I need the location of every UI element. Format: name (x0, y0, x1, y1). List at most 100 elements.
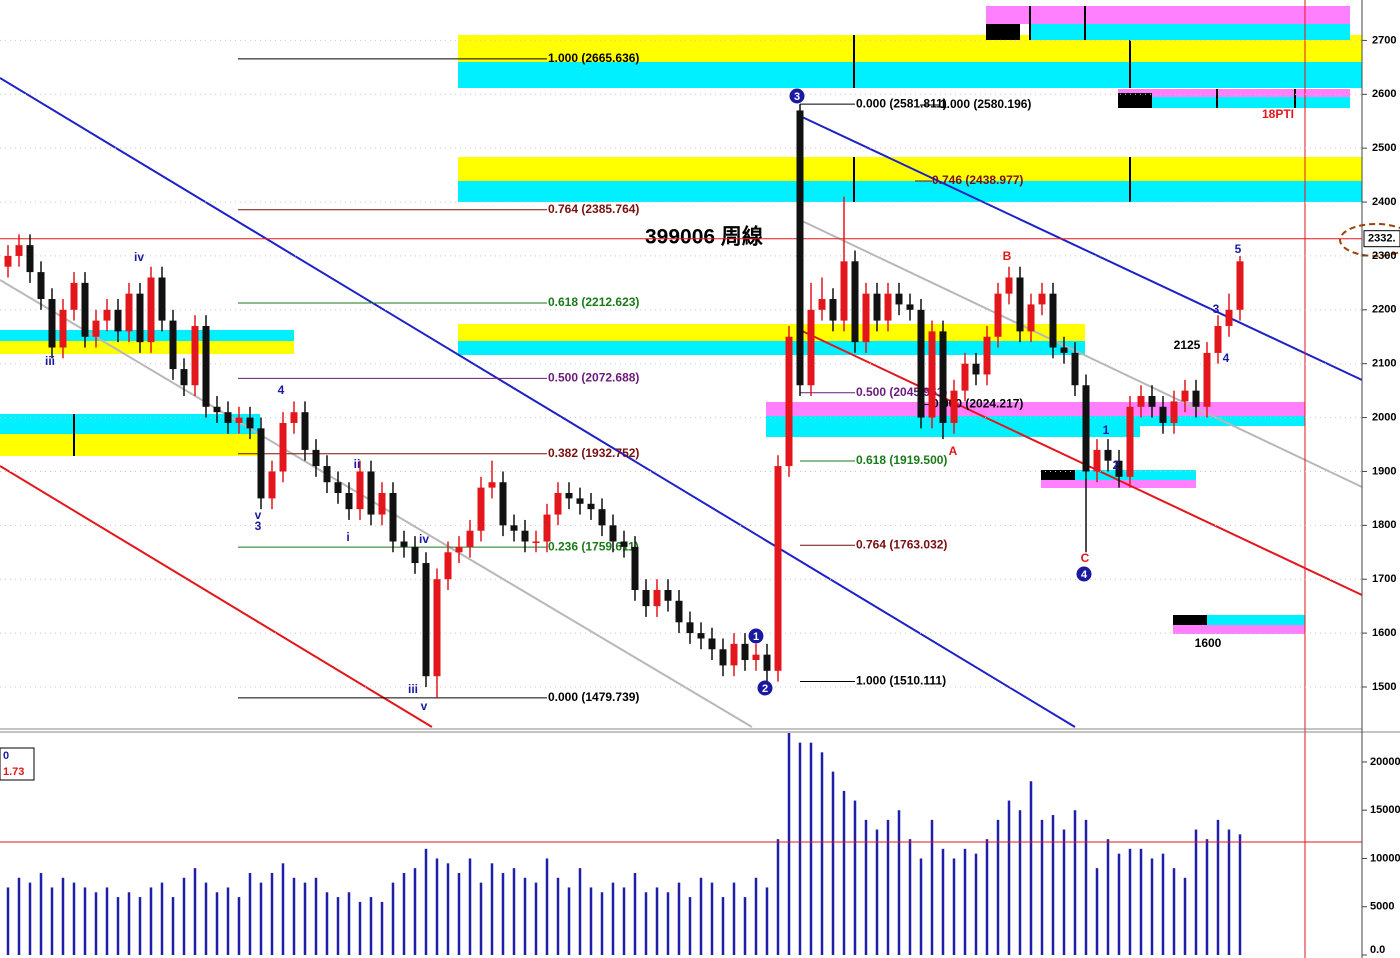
volume-bar (28, 882, 32, 955)
volume-bar (292, 877, 296, 955)
volume-bar (490, 863, 494, 955)
candle-body (191, 325, 199, 386)
candle-body (1225, 309, 1233, 326)
volume-bar (314, 877, 318, 955)
zone (458, 324, 1085, 341)
candle-body (862, 293, 870, 343)
volume-bar (237, 897, 241, 955)
volume-bar (303, 882, 307, 955)
candle-body (48, 299, 56, 348)
volume-bar (347, 892, 351, 955)
volume-bar (765, 887, 769, 955)
volume-bar (1227, 829, 1231, 955)
candle-body (928, 331, 936, 418)
volume-bar (974, 853, 978, 955)
volume-bar (1106, 839, 1110, 955)
volume-bar (864, 819, 868, 955)
candle-body (554, 493, 562, 515)
volume-bar (1062, 829, 1066, 955)
volume-bar (633, 872, 637, 955)
price-highlight (1339, 223, 1400, 257)
y-tick-label: 2100 (1372, 358, 1396, 370)
candle-body (1005, 277, 1013, 294)
volume-bar (677, 882, 681, 955)
volume-bar (270, 872, 274, 955)
wave-circle-label: 4 (1081, 569, 1088, 581)
wave-label: 4 (1223, 351, 1230, 365)
candle-body (422, 563, 430, 677)
fib-label: 0.500 (2072.688) (548, 371, 639, 385)
candle-body (796, 110, 804, 386)
candle-body (730, 643, 738, 666)
wave-label: v (421, 699, 428, 713)
volume-bar (50, 887, 54, 955)
candle-body (1214, 325, 1222, 353)
wave-circle (748, 628, 764, 644)
zone (0, 341, 294, 354)
volume-bar (446, 863, 450, 955)
candle-body (114, 309, 122, 332)
candle-body (169, 320, 177, 370)
volume-bar (853, 800, 857, 955)
candle-body (609, 525, 617, 542)
y-tick-label: 0.0 (1370, 944, 1385, 956)
volume-bar (809, 742, 813, 955)
volume-bar (1172, 868, 1176, 955)
candle-body (631, 546, 639, 590)
volume-bar (402, 872, 406, 955)
candle-body (1170, 401, 1178, 423)
candle-body (466, 530, 474, 547)
candle-body (906, 304, 914, 310)
volume-bar (644, 892, 648, 955)
candle-body (774, 466, 782, 671)
candle-body (950, 390, 958, 423)
volume-bar (435, 858, 439, 955)
wave-label: C (1081, 551, 1090, 565)
volume-bar (886, 819, 890, 955)
volume-bar (567, 887, 571, 955)
volume-bar (17, 877, 21, 955)
candle-body (741, 643, 749, 661)
fib-label: 0.236 (1759.611) (548, 539, 639, 553)
wave-label: ii (354, 457, 361, 471)
candle-body (895, 293, 903, 305)
candle-body (433, 579, 441, 677)
volume-bar (578, 868, 582, 955)
zone (1118, 89, 1350, 97)
candle-body (840, 261, 848, 321)
trendline (0, 279, 753, 728)
candle-body (499, 482, 507, 526)
volume-bar (424, 848, 428, 955)
fib-label: 0.382 (1932.752) (548, 446, 639, 460)
y-tick-label: 2300 (1372, 250, 1396, 262)
volume-bar (842, 790, 846, 955)
y-tick-label: 1900 (1372, 465, 1396, 477)
candle-body (444, 552, 452, 580)
volume-bar (1117, 853, 1121, 955)
note: 1600 (1195, 636, 1222, 650)
volume-bar (281, 863, 285, 955)
volume-bar (600, 892, 604, 955)
volume-bar (699, 877, 703, 955)
candle-body (1060, 347, 1068, 353)
zone (458, 181, 1362, 202)
volume-bar (1128, 848, 1132, 955)
candle-body (1071, 352, 1079, 386)
y-tick-label: 2400 (1372, 196, 1396, 208)
zone (766, 416, 1305, 426)
volume-bar (985, 839, 989, 955)
wave-label: iv (134, 250, 144, 264)
candle-body (576, 498, 584, 504)
wave-circle (789, 88, 805, 104)
volume-bar (226, 887, 230, 955)
candle-body (532, 541, 540, 543)
volume-bar (413, 868, 417, 955)
candle-body (367, 471, 375, 515)
volume-bar (721, 897, 725, 955)
zone (1173, 625, 1305, 634)
volume-bar (897, 810, 901, 955)
volume-bar (732, 882, 736, 955)
candle-body (1236, 261, 1244, 310)
zone (986, 6, 1350, 24)
